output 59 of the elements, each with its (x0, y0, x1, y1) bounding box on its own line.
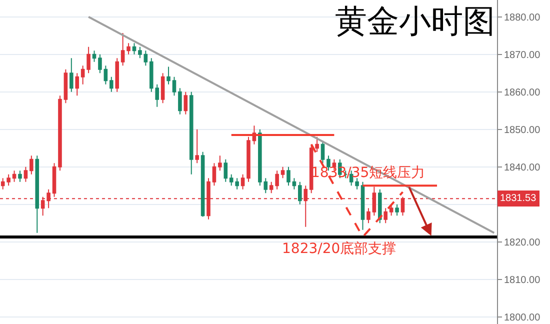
candlestick (80, 65, 85, 85)
candlestick (120, 32, 125, 66)
candlestick (98, 54, 102, 74)
candlestick (166, 66, 170, 85)
y-tick-label: 1860.00 (504, 87, 541, 98)
candlestick (218, 155, 222, 172)
candlestick (35, 155, 40, 234)
candlestick (132, 42, 136, 55)
candlestick (292, 178, 296, 190)
candlestick (320, 140, 325, 164)
candlestick (138, 46, 142, 59)
candlestick (224, 158, 228, 182)
ref-line-label: 1831.53 (500, 193, 537, 204)
candlestick (184, 91, 188, 115)
candlestick (360, 181, 365, 230)
candlestick (18, 170, 22, 182)
candlestick (309, 144, 314, 194)
candlestick (12, 170, 16, 182)
candlestick (189, 91, 194, 175)
candlestick (24, 166, 28, 182)
candlestick (280, 166, 285, 179)
y-tick-label: 1850.00 (504, 124, 541, 136)
y-tick-label: 1820.00 (504, 237, 541, 248)
candlestick (389, 204, 394, 216)
candlestick (246, 136, 250, 182)
annotation: 1823/20底部支撑 (282, 241, 396, 257)
candlestick (366, 208, 370, 224)
candlestick (212, 162, 216, 186)
candlestick (355, 178, 359, 190)
candlestick (30, 155, 34, 175)
candlestick (86, 46, 90, 74)
y-tick-label: 1800.00 (504, 312, 541, 324)
candlestick (160, 72, 165, 104)
candlestick (384, 208, 388, 224)
candlestick (286, 166, 290, 186)
candlestick (75, 72, 80, 96)
candlestick (92, 50, 96, 62)
candlestick (58, 95, 62, 172)
candlestick (200, 151, 205, 218)
y-tick-label: 1840.00 (504, 162, 541, 174)
candlestick (395, 204, 399, 216)
candlestick (298, 181, 302, 205)
candlestick (240, 174, 245, 190)
candlestick (315, 136, 319, 152)
candlestick (378, 188, 382, 224)
candlestick (70, 58, 74, 92)
y-tick-label: 1870.00 (504, 50, 541, 61)
y-tick-label: 1880.00 (504, 12, 541, 24)
candlestick (104, 65, 108, 85)
candlestick (110, 76, 114, 92)
candlestick (178, 88, 182, 115)
y-tick-label: 1810.00 (504, 274, 541, 286)
candlestick (195, 128, 199, 164)
candlestick (64, 68, 68, 104)
candlestick (115, 58, 120, 92)
candlestick (126, 42, 130, 55)
candlestick (144, 50, 148, 66)
candlestick (172, 76, 176, 96)
chart-title: 黄金小时图 (335, 2, 495, 40)
